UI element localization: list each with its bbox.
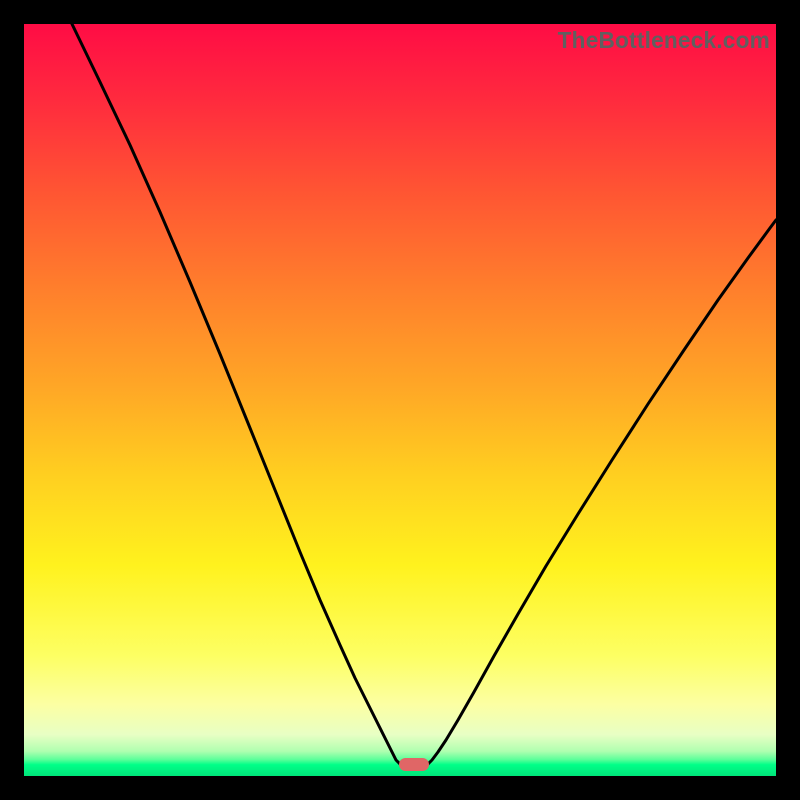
frame-border-right	[776, 0, 800, 800]
frame-border-bottom	[0, 776, 800, 800]
chart-canvas: TheBottleneck.com	[0, 0, 800, 800]
watermark-text: TheBottleneck.com	[558, 27, 770, 54]
bottleneck-marker	[399, 758, 429, 771]
plot-area	[24, 24, 776, 776]
frame-border-top	[0, 0, 800, 24]
frame-border-left	[0, 0, 24, 800]
